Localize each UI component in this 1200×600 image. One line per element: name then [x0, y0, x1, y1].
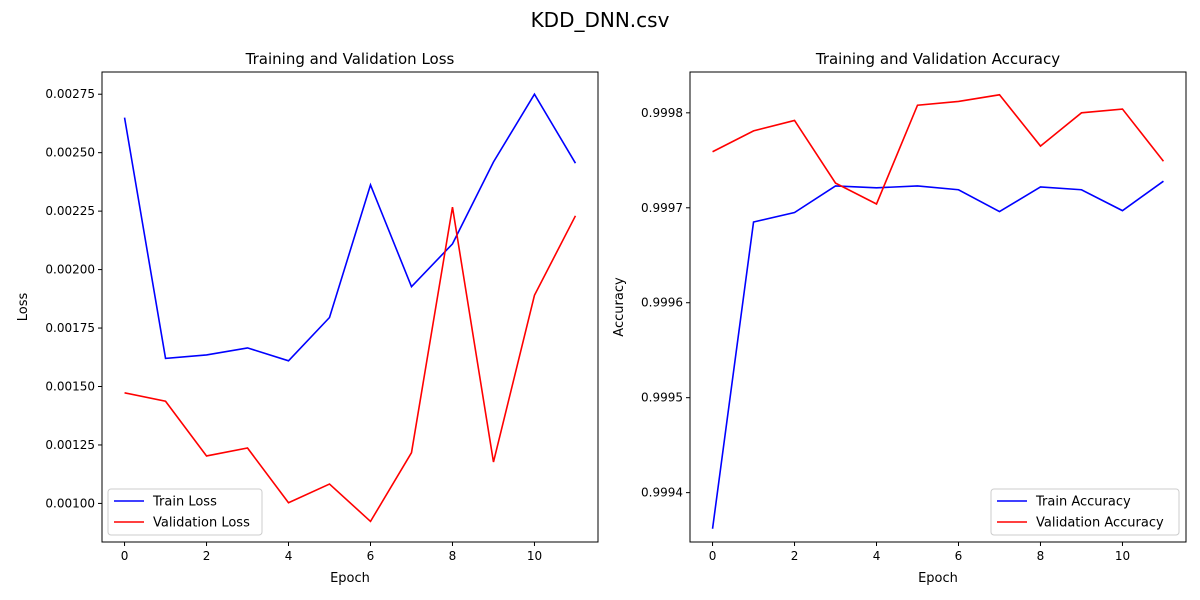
loss-series-line-train [123, 92, 577, 362]
loss-legend [107, 488, 263, 536]
loss-y-tick-label: 0.00175 [45, 321, 95, 335]
accuracy-legend-label-validation: Validation Accuracy [1036, 516, 1164, 531]
loss-legend-label-validation: Validation Loss [153, 516, 250, 531]
accuracy-chart-title: Training and Validation Accuracy [815, 50, 1060, 68]
accuracy-legend-label-train: Train Accuracy [1035, 495, 1131, 510]
loss-axes-frame [101, 71, 599, 543]
accuracy-y-axis-label: Accuracy [612, 277, 627, 337]
accuracy-series-line-validation [712, 93, 1165, 206]
figure-title: KDD_DNN.csv [530, 8, 670, 32]
accuracy-series-line-train [711, 180, 1164, 529]
loss-y-tick-label: 0.00200 [45, 263, 95, 277]
accuracy-y-tick-label: 0.9995 [641, 391, 683, 405]
loss-x-tick-label: 4 [285, 549, 293, 563]
accuracy-axes-frame [689, 71, 1187, 543]
accuracy-x-tick-label: 10 [1115, 549, 1130, 563]
loss-x-tick-label: 8 [449, 549, 457, 563]
accuracy-x-axis-label: Epoch [918, 571, 958, 586]
loss-legend-label-train: Train Loss [152, 495, 217, 510]
accuracy-y-tick-label: 0.9996 [641, 296, 683, 310]
accuracy-x-tick-label: 4 [873, 549, 881, 563]
loss-x-tick-label: 10 [527, 549, 542, 563]
accuracy-y-tick-label: 0.9994 [641, 486, 683, 500]
loss-y-tick-label: 0.00225 [45, 204, 95, 218]
loss-x-tick-label: 6 [367, 549, 375, 563]
loss-y-tick-label: 0.00125 [45, 438, 95, 452]
accuracy-chart: 0 2 4 6 8 10 0.9994 0.9995 0.9996 0.9997 0.9998 Tra… [612, 50, 1187, 586]
loss-y-tick-label: 0.00150 [45, 380, 95, 394]
loss-series-line-validation [124, 207, 577, 523]
loss-y-tick-label: 0.00275 [45, 87, 95, 101]
loss-chart: 0 2 4 6 8 10 0.00100 0.00125 0.00150 0.00175 0.002… [16, 50, 599, 586]
loss-y-axis-label: Loss [16, 293, 31, 322]
accuracy-x-tick-label: 2 [791, 549, 799, 563]
accuracy-legend [990, 488, 1180, 536]
loss-x-tick-label: 2 [203, 549, 211, 563]
accuracy-x-tick-label: 8 [1037, 549, 1045, 563]
loss-x-tick-label: 0 [121, 549, 129, 563]
accuracy-y-tick-label: 0.9997 [641, 201, 683, 215]
accuracy-x-tick-label: 6 [955, 549, 963, 563]
accuracy-x-tick-label: 0 [709, 549, 717, 563]
loss-y-tick-label: 0.00100 [45, 496, 95, 510]
accuracy-y-tick-label: 0.9998 [641, 106, 683, 120]
loss-x-axis-label: Epoch [330, 571, 370, 586]
loss-y-tick-label: 0.00250 [45, 146, 95, 160]
loss-chart-title: Training and Validation Loss [245, 50, 455, 68]
